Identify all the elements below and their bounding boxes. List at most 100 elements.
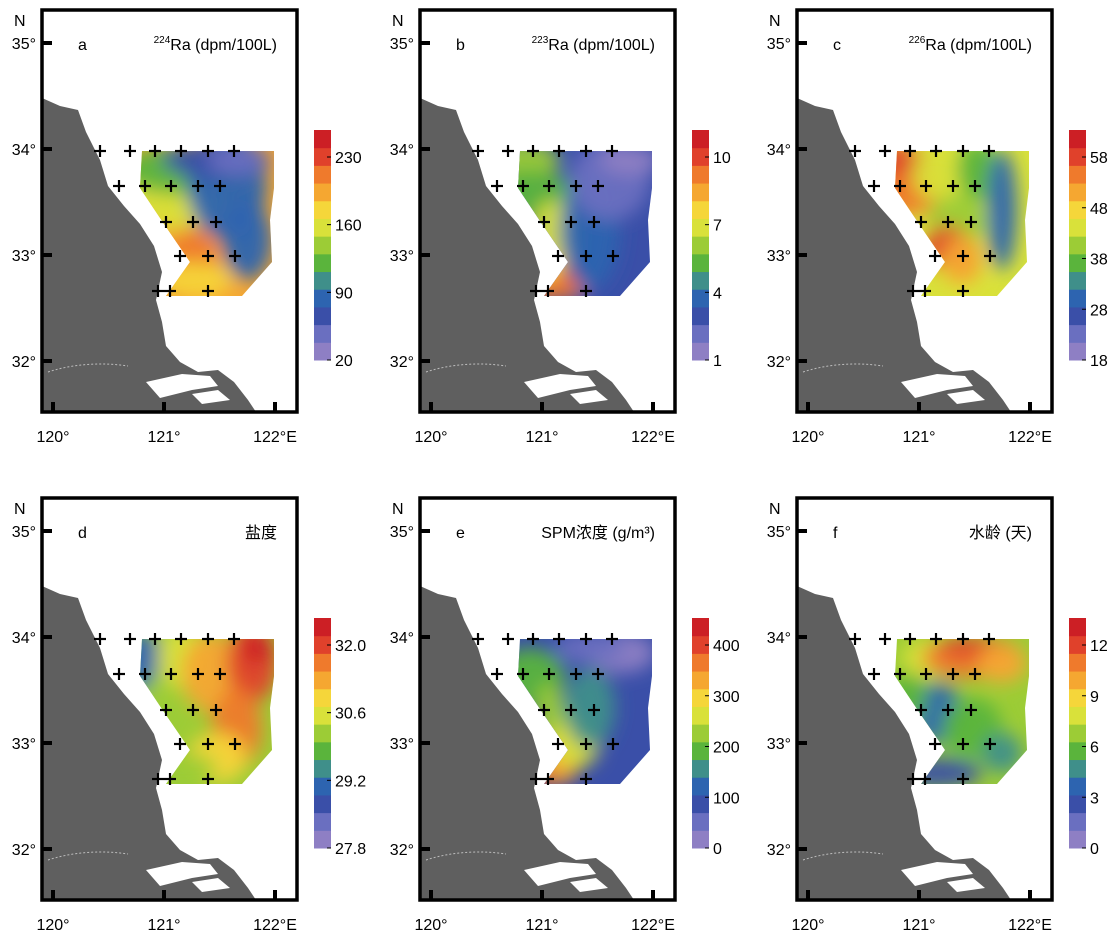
- station-marker: [124, 145, 136, 157]
- lon-label: 122°E: [631, 917, 675, 934]
- station-marker: [164, 285, 176, 297]
- station-marker: [139, 180, 151, 192]
- station-marker: [202, 285, 214, 297]
- station-marker: [849, 633, 861, 645]
- station-marker: [868, 180, 880, 192]
- contour-field: [895, 151, 1029, 296]
- lon-label: 122°E: [1008, 429, 1052, 446]
- station-marker: [175, 633, 187, 645]
- legend-tick-label: 29.2: [335, 773, 366, 790]
- station-marker: [542, 285, 554, 297]
- map-panel-a: 35° 34° 33° 32° N 120° 121° 122°E a 224Ra (dpm/10…: [12, 8, 362, 446]
- lat-label: 34°: [390, 142, 414, 159]
- station-marker: [202, 145, 214, 157]
- station-marker: [907, 773, 919, 785]
- lat-label: 35°: [390, 36, 414, 53]
- station-marker: [543, 180, 555, 192]
- land-shape: [42, 586, 256, 900]
- station-marker: [124, 633, 136, 645]
- station-marker: [919, 773, 931, 785]
- station-marker: [165, 668, 177, 680]
- station-marker: [552, 250, 564, 262]
- station-marker: [164, 773, 176, 785]
- map-frame: [40, 8, 299, 414]
- lon-label: 121°: [525, 917, 558, 934]
- lat-label: 34°: [767, 630, 791, 647]
- station-marker: [175, 145, 187, 157]
- legend-tick-label: 48: [1090, 201, 1108, 218]
- lon-label: 121°: [147, 917, 180, 934]
- lat-label: 35°: [12, 36, 36, 53]
- station-marker: [930, 633, 942, 645]
- station-marker: [187, 704, 199, 716]
- legend-tick-label: 230: [335, 150, 362, 167]
- river-channel: [146, 862, 218, 886]
- station-marker: [570, 668, 582, 680]
- north-label: N: [769, 13, 781, 30]
- station-marker: [165, 180, 177, 192]
- lat-label: 35°: [767, 524, 791, 541]
- station-marker: [565, 216, 577, 228]
- land-shape: [797, 98, 1011, 412]
- panel-letter: e: [456, 525, 465, 542]
- station-marker: [538, 216, 550, 228]
- land-shape: [797, 586, 1011, 900]
- station-marker: [570, 180, 582, 192]
- lat-label: 35°: [390, 524, 414, 541]
- station-marker: [957, 250, 969, 262]
- map-frame: [795, 496, 1054, 902]
- station-marker: [920, 180, 932, 192]
- panel-title: 223Ra (dpm/100L): [532, 35, 655, 54]
- station-marker: [210, 704, 222, 716]
- legend-tick-label: 32.0: [335, 638, 366, 655]
- land-area: [42, 98, 256, 412]
- legend-tick-label: 58: [1090, 150, 1108, 167]
- land-area: [797, 98, 1011, 412]
- land-area: [42, 586, 256, 900]
- station-marker: [553, 633, 565, 645]
- station-marker: [983, 633, 995, 645]
- river-channel: [901, 862, 973, 886]
- station-marker: [920, 668, 932, 680]
- station-marker: [152, 285, 164, 297]
- station-marker: [149, 145, 161, 157]
- lon-label: 122°E: [1008, 917, 1052, 934]
- legend-tick-label: 10: [713, 150, 731, 167]
- station-marker: [538, 704, 550, 716]
- lon-label: 120°: [36, 917, 69, 934]
- station-marker: [502, 633, 514, 645]
- north-label: N: [392, 501, 404, 518]
- north-label: N: [14, 13, 26, 30]
- station-marker: [929, 738, 941, 750]
- station-marker: [592, 668, 604, 680]
- station-marker: [984, 250, 996, 262]
- station-marker: [530, 773, 542, 785]
- legend-tick-label: 7: [713, 218, 722, 235]
- lat-label: 32°: [12, 354, 36, 371]
- station-marker: [947, 668, 959, 680]
- station-marker: [879, 633, 891, 645]
- land-shape: [420, 586, 634, 900]
- north-label: N: [14, 501, 26, 518]
- station-marker: [553, 145, 565, 157]
- lon-label: 120°: [414, 917, 447, 934]
- station-marker: [491, 180, 503, 192]
- station-marker: [868, 668, 880, 680]
- legend-tick-label: 30.6: [335, 706, 366, 723]
- station-marker: [984, 738, 996, 750]
- station-marker: [969, 668, 981, 680]
- land-area: [420, 98, 634, 412]
- color-legend: 58 48 38 28 18: [1069, 130, 1108, 370]
- station-marker: [113, 668, 125, 680]
- lon-label: 120°: [414, 429, 447, 446]
- station-marker: [957, 738, 969, 750]
- station-marker: [957, 633, 969, 645]
- map-panel-c: 35° 34° 33° 32° N 120° 121° 122°E c 226Ra (dpm/10…: [767, 8, 1108, 446]
- river-island: [947, 390, 985, 404]
- station-marker: [202, 738, 214, 750]
- station-marker: [527, 633, 539, 645]
- station-marker: [606, 145, 618, 157]
- province-boundary: [47, 851, 129, 861]
- station-marker: [929, 250, 941, 262]
